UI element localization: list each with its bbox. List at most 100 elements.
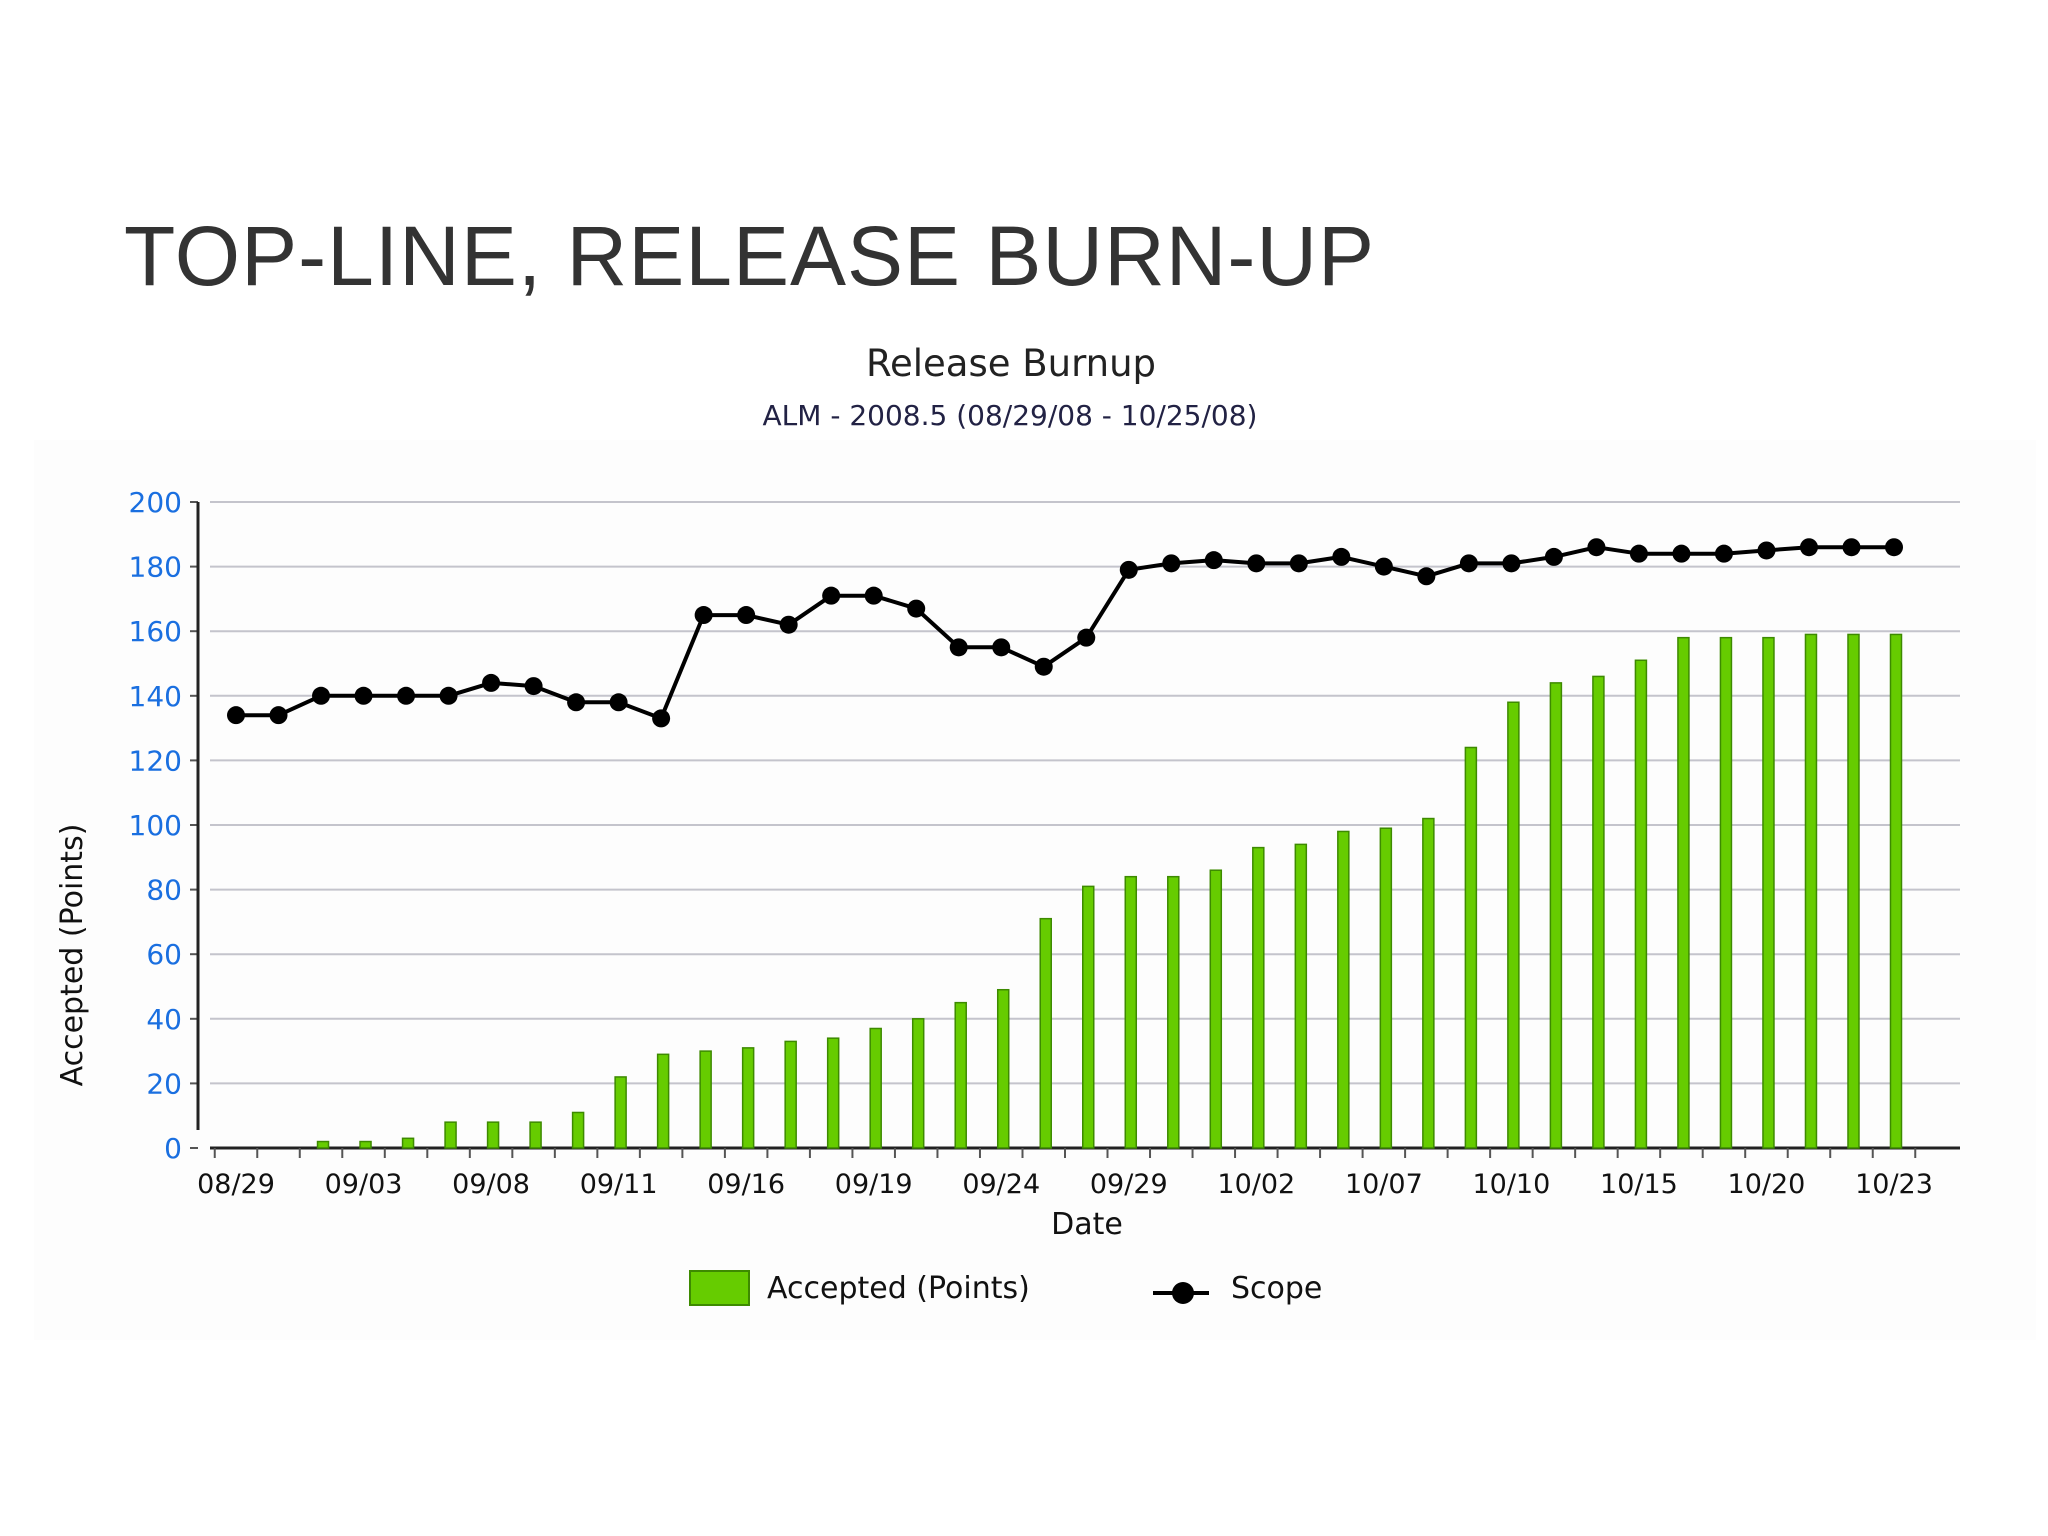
chart-title: Release Burnup — [866, 342, 1156, 385]
scope-point — [1672, 544, 1691, 563]
release-burnup-chart: Release Burnup ALM - 2008.5 (08/29/08 - … — [55, 342, 1960, 1306]
accepted-bars — [316, 633, 1903, 1149]
scope-point — [1502, 554, 1521, 573]
accepted-bar — [996, 988, 1010, 1149]
legend-marker-scope — [1172, 1282, 1194, 1304]
chart-panel: Release Burnup ALM - 2008.5 (08/29/08 - … — [34, 342, 2036, 1340]
scope-point — [1247, 554, 1266, 573]
scope-polyline — [236, 545, 1894, 721]
scope-point — [1332, 547, 1351, 566]
legend-label-scope: Scope — [1231, 1271, 1322, 1306]
gridlines — [210, 501, 1960, 1085]
scope-point — [1587, 538, 1606, 557]
accepted-bar — [1167, 875, 1180, 1149]
accepted-bar — [444, 1121, 457, 1149]
x-tick-label: 10/02 — [1217, 1169, 1295, 1200]
y-tick-label: 180 — [129, 551, 182, 584]
scope-point — [1885, 538, 1903, 557]
scope-point — [1842, 538, 1861, 557]
y-tick-label: 40 — [146, 1003, 182, 1036]
accepted-bar — [1634, 659, 1648, 1149]
axes: 0 20 40 60 80 100 120 140 160 180 200 08/29 09/03 09/… — [129, 486, 1960, 1200]
accepted-bar — [571, 1111, 585, 1149]
y-tick-label: 80 — [146, 874, 182, 907]
scope-point — [354, 686, 373, 705]
scope-point — [482, 673, 501, 692]
accepted-bar — [1847, 633, 1860, 1149]
scope-point — [949, 638, 968, 657]
scope-point — [439, 686, 458, 705]
scope-point — [1757, 541, 1776, 560]
accepted-bar — [1379, 827, 1393, 1149]
accepted-bar — [1124, 875, 1138, 1149]
scope-point — [1714, 544, 1733, 563]
scope-point — [1544, 547, 1563, 566]
accepted-bar — [1804, 633, 1818, 1149]
scope-point — [1204, 551, 1223, 570]
y-tick-label: 60 — [146, 938, 182, 971]
x-tick-label: 09/03 — [325, 1169, 403, 1200]
accepted-bar — [529, 1121, 542, 1149]
scope-point — [1289, 554, 1308, 573]
legend-label-accepted: Accepted (Points) — [767, 1271, 1030, 1306]
scope-point — [1459, 554, 1478, 573]
accepted-bar — [1082, 885, 1095, 1149]
scope-point — [312, 686, 331, 705]
x-tick-label: 09/19 — [835, 1169, 913, 1200]
scope-point — [567, 693, 586, 712]
x-tick-label: 09/08 — [452, 1169, 530, 1200]
x-tick-label: 10/20 — [1728, 1169, 1806, 1200]
y-tick-label: 0 — [164, 1132, 182, 1165]
scope-point — [1077, 628, 1096, 647]
accepted-bar — [1294, 843, 1308, 1149]
x-tick-label: 09/29 — [1090, 1169, 1168, 1200]
accepted-bar — [741, 1047, 755, 1149]
x-axis-label: Date — [1051, 1207, 1123, 1242]
x-tick-label: 10/07 — [1345, 1169, 1423, 1200]
legend: Accepted (Points) Scope — [689, 1270, 1322, 1306]
scope-point — [1799, 538, 1818, 557]
y-axis-label: Accepted (Points) — [55, 824, 90, 1087]
slide-title: TOP-LINE, RELEASE BURN-UP — [124, 209, 1376, 303]
x-tick-label: 09/16 — [707, 1169, 785, 1200]
accepted-bar — [1762, 636, 1775, 1149]
scope-point — [269, 706, 288, 725]
x-tick-label: 10/23 — [1855, 1169, 1933, 1200]
accepted-bar — [869, 1027, 882, 1149]
scope-point — [652, 709, 671, 728]
scope-point — [1417, 567, 1436, 586]
scope-point — [992, 638, 1011, 657]
x-tick-label: 10/10 — [1472, 1169, 1550, 1200]
y-tick-label: 200 — [129, 486, 182, 519]
scope-point — [1374, 557, 1393, 576]
y-tick-label: 20 — [146, 1067, 182, 1100]
y-tick-label: 160 — [129, 615, 182, 648]
accepted-bar — [1507, 701, 1520, 1149]
scope-point — [609, 693, 628, 712]
scope-point — [397, 686, 416, 705]
accepted-bar — [1337, 830, 1350, 1149]
y-tick-label: 140 — [129, 680, 182, 713]
accepted-bar — [486, 1121, 500, 1149]
accepted-bar — [656, 1053, 670, 1149]
accepted-bar — [1422, 817, 1435, 1149]
accepted-bar — [1592, 675, 1605, 1149]
accepted-bar — [699, 1050, 712, 1149]
accepted-bar — [1209, 869, 1223, 1149]
scope-point — [1629, 544, 1648, 563]
scope-point — [779, 615, 798, 634]
scope-point — [1119, 560, 1138, 579]
accepted-bar — [1039, 917, 1052, 1149]
accepted-bar — [1252, 846, 1265, 1149]
scope-point — [694, 606, 713, 625]
accepted-bar — [401, 1137, 415, 1149]
x-tick-label: 09/24 — [962, 1169, 1040, 1200]
scope-point — [907, 599, 926, 618]
accepted-bar — [826, 1037, 840, 1149]
accepted-bar — [911, 1018, 925, 1149]
accepted-bar — [1464, 746, 1478, 1149]
accepted-bar — [1889, 633, 1903, 1149]
scope-point — [864, 586, 883, 605]
scope-point — [524, 677, 543, 696]
scope-line — [227, 538, 1903, 728]
